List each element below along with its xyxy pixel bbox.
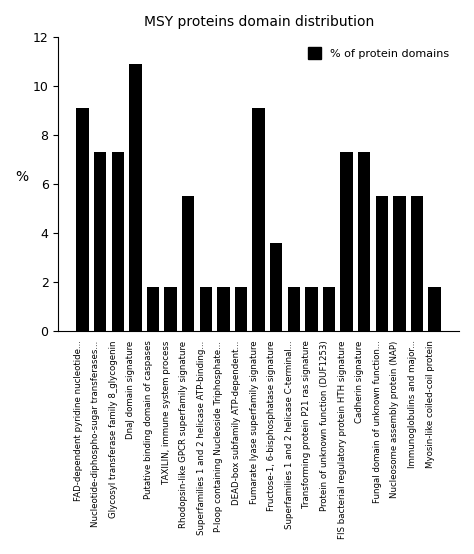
Bar (340, 152, 353, 331)
Bar (235, 287, 247, 331)
Y-axis label: %: % (15, 170, 28, 184)
Bar (76, 108, 89, 331)
Legend: % of protein domains: % of protein domains (303, 43, 454, 63)
Bar (129, 64, 142, 331)
Bar (358, 152, 370, 331)
Bar (323, 287, 335, 331)
Bar (428, 287, 441, 331)
Bar (94, 152, 106, 331)
Bar (217, 287, 229, 331)
Bar (147, 287, 159, 331)
Bar (393, 196, 406, 331)
Title: MSY proteins domain distribution: MSY proteins domain distribution (144, 15, 374, 29)
Bar (200, 287, 212, 331)
Bar (112, 152, 124, 331)
Bar (305, 287, 318, 331)
Bar (288, 287, 300, 331)
Bar (270, 243, 283, 331)
Bar (253, 108, 265, 331)
Bar (411, 196, 423, 331)
Bar (376, 196, 388, 331)
Bar (164, 287, 177, 331)
Bar (182, 196, 194, 331)
